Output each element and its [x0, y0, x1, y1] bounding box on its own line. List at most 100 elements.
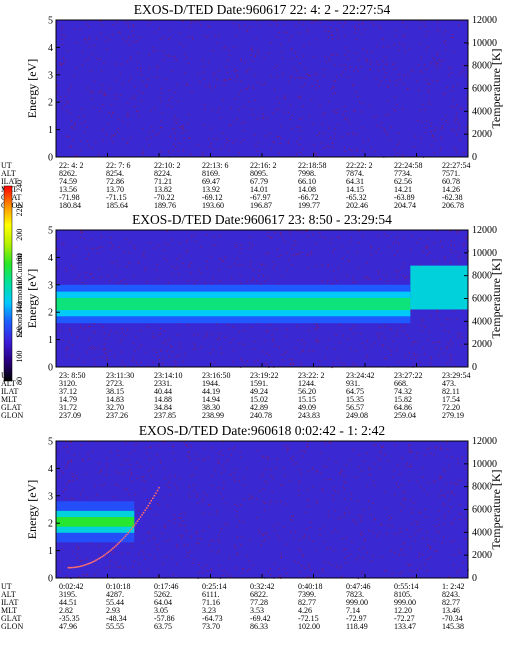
ephemeris-cell: 193.60 — [202, 201, 224, 210]
noise-dot — [293, 67, 295, 69]
noise-dot — [450, 354, 452, 356]
temperature-point — [104, 553, 107, 556]
noise-dot — [352, 449, 354, 451]
y2-axis-label: Temperature [K] — [489, 48, 503, 128]
noise-dot — [248, 68, 251, 70]
noise-dot — [315, 500, 317, 502]
noise-dot — [281, 354, 283, 356]
noise-dot — [282, 237, 284, 239]
noise-dot — [202, 59, 204, 62]
noise-dot — [381, 446, 383, 449]
noise-dot — [188, 486, 190, 488]
noise-dot — [167, 55, 169, 57]
noise-dot — [186, 251, 188, 253]
noise-dot — [441, 448, 443, 450]
noise-dot — [420, 57, 422, 59]
noise-dot — [343, 498, 345, 500]
noise-dot — [421, 330, 423, 332]
temperature-point — [148, 502, 151, 505]
noise-dot — [233, 477, 235, 479]
noise-dot — [81, 458, 84, 461]
noise-dot — [451, 491, 453, 493]
noise-dot — [399, 473, 401, 475]
noise-dot — [276, 458, 278, 460]
noise-dot — [369, 467, 371, 469]
noise-dot — [61, 63, 63, 66]
noise-dot — [189, 137, 191, 139]
ephemeris-row-label: MLT — [1, 606, 17, 615]
noise-dot — [291, 519, 293, 521]
noise-dot — [343, 147, 345, 149]
noise-dot — [134, 247, 136, 249]
noise-dot — [57, 450, 59, 452]
noise-dot — [464, 237, 467, 239]
noise-dot — [435, 62, 437, 64]
noise-dot — [290, 363, 292, 365]
noise-dot — [426, 538, 428, 540]
ephemeris-cell: 22:16: 2 — [250, 161, 276, 170]
noise-dot — [462, 309, 464, 311]
noise-dot — [119, 94, 122, 97]
noise-dot — [413, 363, 415, 365]
noise-dot — [410, 249, 412, 251]
noise-dot — [261, 540, 264, 543]
noise-dot — [429, 545, 431, 547]
noise-dot — [261, 117, 264, 120]
noise-dot — [384, 325, 387, 327]
noise-dot — [71, 354, 73, 356]
noise-dot — [176, 546, 178, 548]
noise-dot — [195, 467, 197, 469]
ephemeris-cell: -72.97 — [346, 614, 367, 623]
noise-dot — [387, 113, 389, 116]
noise-dot — [373, 24, 375, 26]
noise-dot — [466, 127, 468, 129]
ephemeris-cell: 2.93 — [106, 606, 120, 615]
noise-dot — [65, 467, 67, 469]
noise-dot — [142, 92, 144, 94]
noise-dot — [450, 244, 452, 246]
noise-dot — [211, 89, 213, 91]
ephemeris-cell: 3.05 — [154, 606, 168, 615]
noise-dot — [124, 41, 126, 43]
noise-dot — [107, 466, 109, 469]
noise-dot — [95, 363, 97, 365]
noise-dot — [257, 81, 259, 84]
noise-dot — [298, 253, 300, 255]
noise-dot — [343, 488, 346, 490]
noise-dot — [330, 442, 332, 444]
noise-dot — [93, 323, 95, 325]
noise-dot — [292, 515, 295, 517]
noise-dot — [172, 445, 174, 447]
ephemeris-cell: 8105. — [394, 590, 412, 599]
noise-dot — [185, 530, 187, 532]
noise-dot — [241, 248, 243, 250]
noise-dot — [213, 236, 216, 238]
noise-dot — [117, 473, 119, 475]
noise-dot — [92, 53, 94, 55]
noise-dot — [187, 280, 189, 282]
noise-dot — [354, 110, 356, 112]
ephemeris-cell: 118.49 — [346, 622, 368, 631]
noise-dot — [266, 456, 268, 458]
temperature-point — [150, 499, 153, 502]
noise-dot — [318, 132, 320, 134]
noise-dot — [155, 514, 157, 516]
ephemeris-table: UTALTILATMLTGLATGLON23: 8:503120.37.1214… — [1, 371, 470, 420]
noise-dot — [403, 542, 405, 544]
noise-dot — [222, 487, 224, 489]
noise-dot — [399, 79, 401, 81]
y-tick-label: 5 — [48, 437, 53, 448]
noise-dot — [455, 133, 458, 135]
noise-dot — [410, 466, 412, 468]
noise-dot — [402, 330, 405, 332]
y-axis-label: Energy [eV] — [25, 269, 39, 328]
noise-dot — [224, 523, 226, 525]
noise-dot — [457, 458, 459, 460]
noise-dot — [455, 116, 457, 118]
noise-dot — [85, 277, 87, 279]
noise-dot — [279, 576, 281, 578]
noise-dot — [221, 472, 223, 474]
noise-dot — [190, 262, 192, 264]
temperature-point — [92, 560, 94, 563]
noise-dot — [318, 341, 320, 343]
